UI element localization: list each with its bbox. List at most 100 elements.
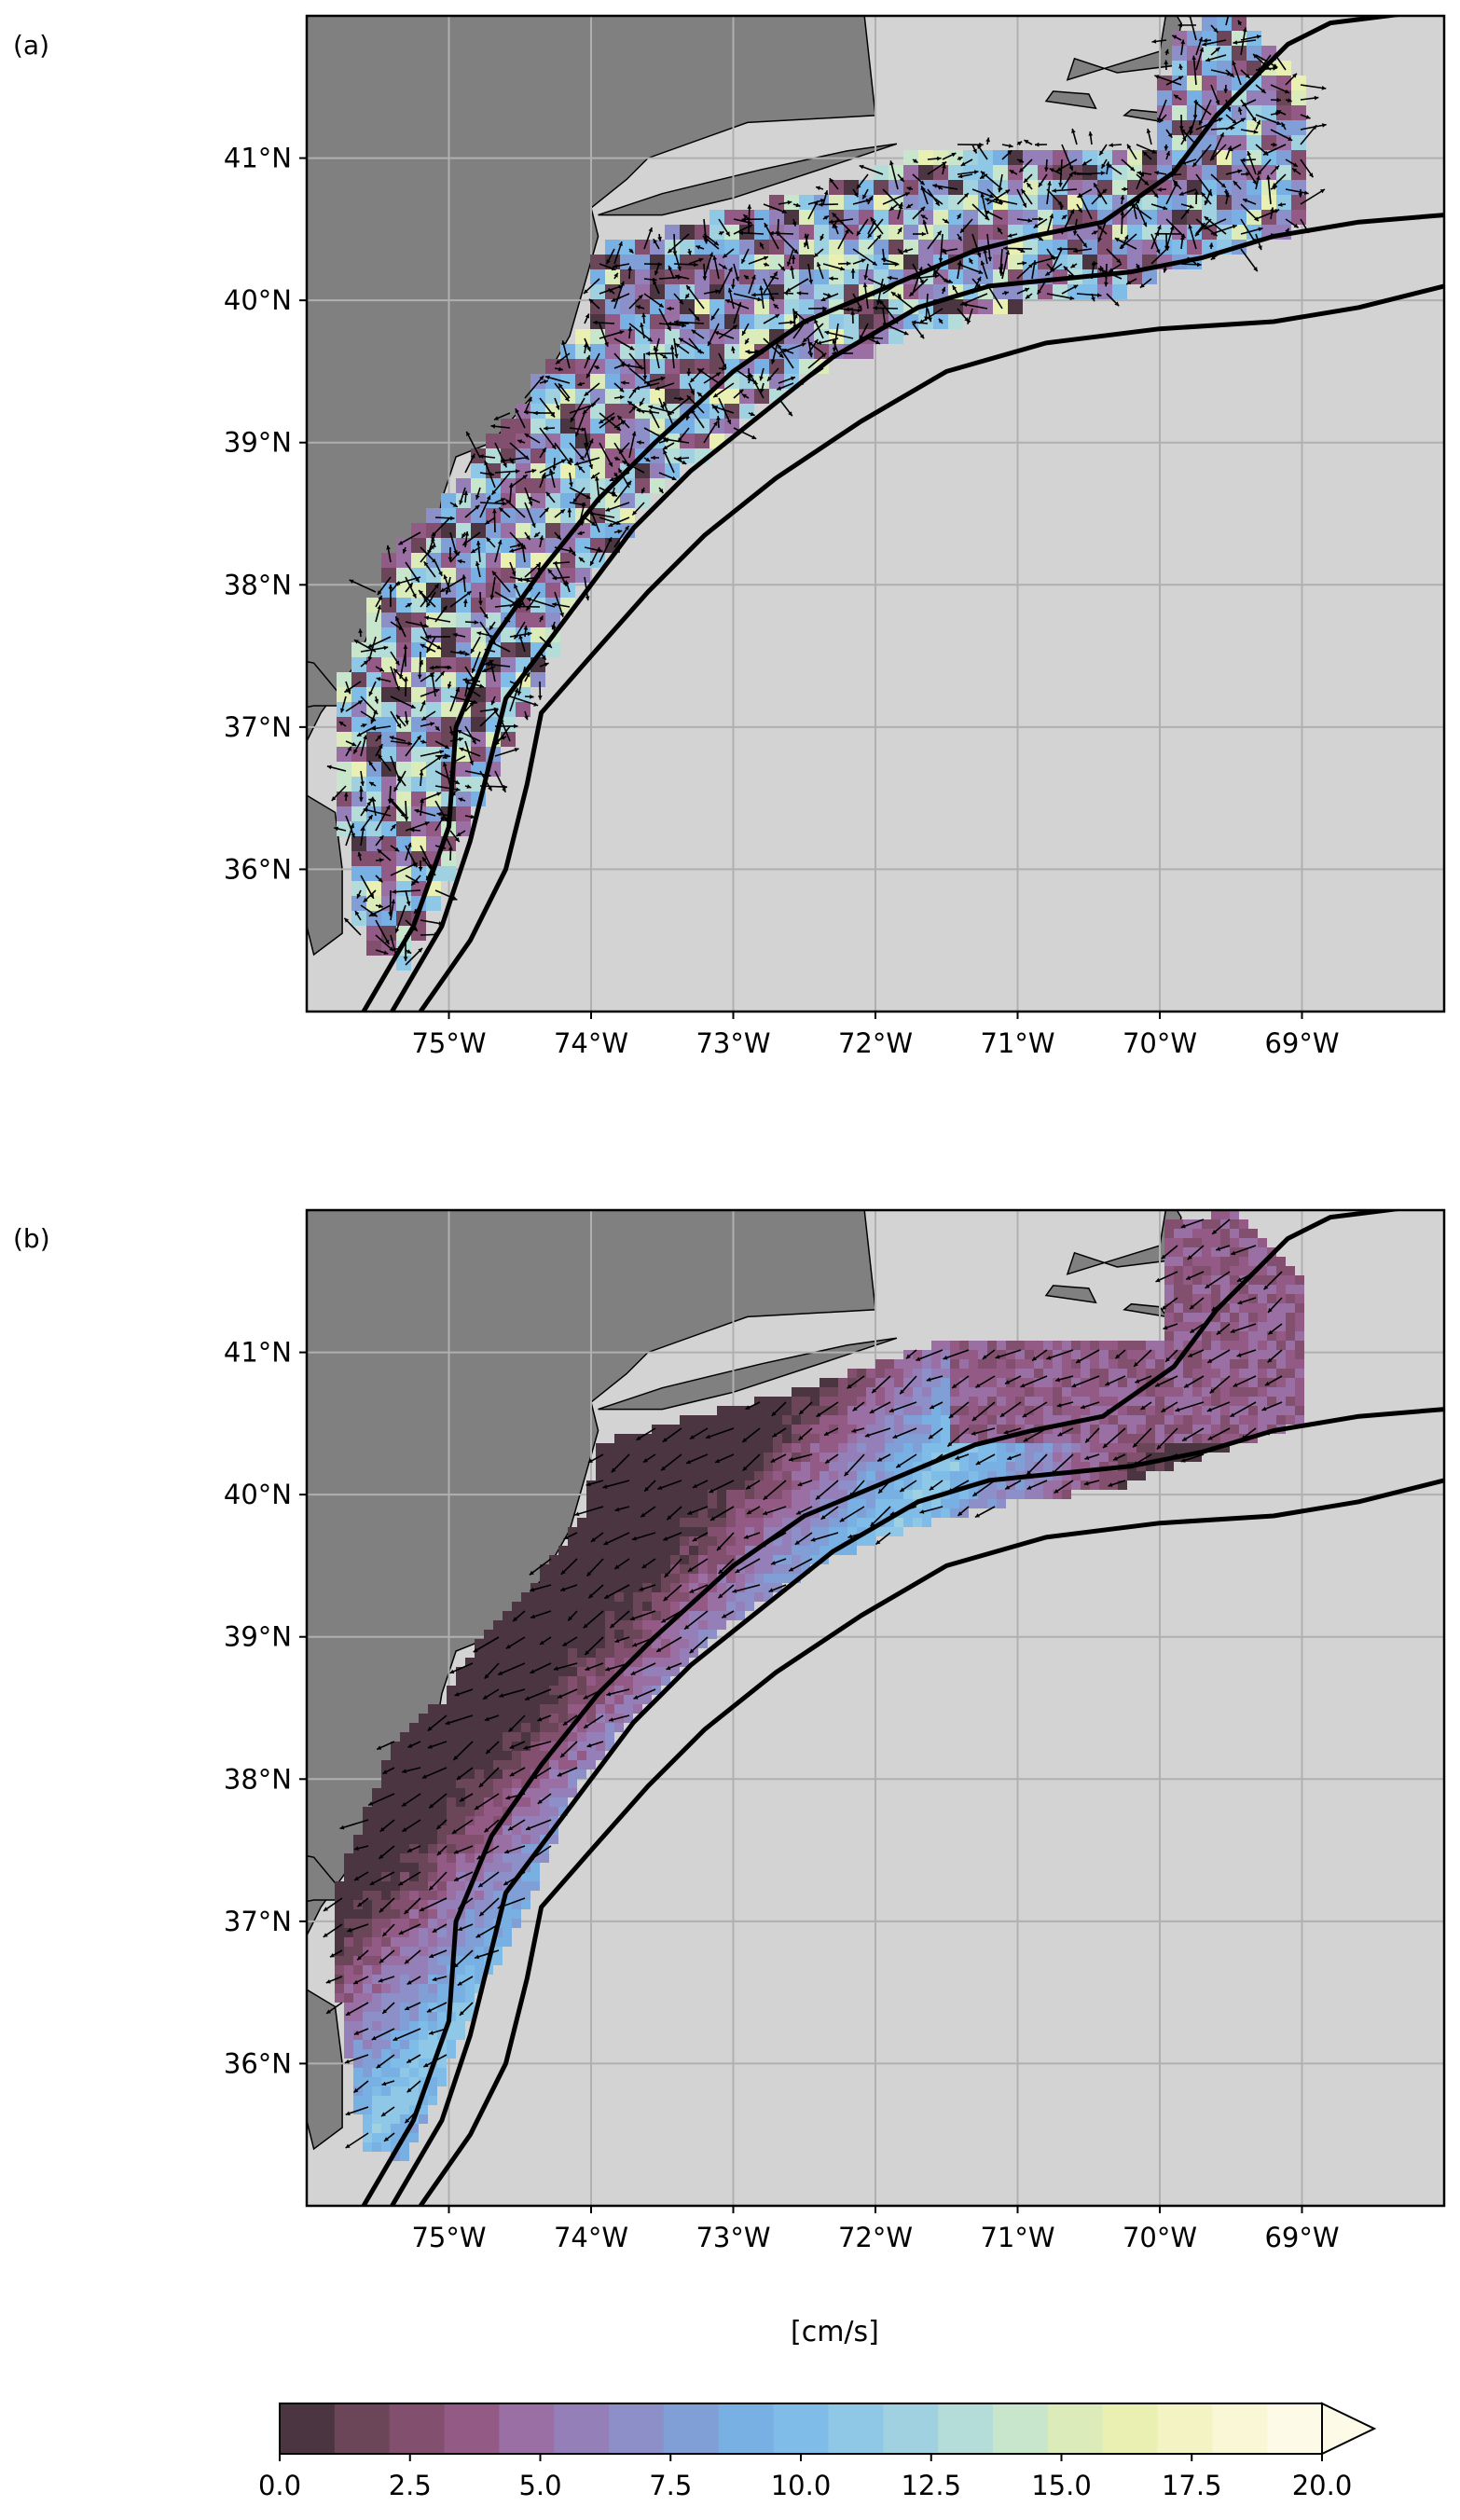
velocity-arrow [1046,293,1075,300]
velocity-arrow-head [1192,162,1197,167]
speed-cell [847,1499,857,1508]
speed-cell [1202,1257,1211,1266]
speed-cell [624,1518,633,1527]
speed-cell [670,1434,680,1443]
speed-cell [717,1425,726,1434]
speed-cell [717,1462,726,1471]
speed-cell [866,1453,875,1462]
speed-cell [670,1546,680,1555]
velocity-arrow-head [531,468,537,474]
speed-cell [1295,1369,1304,1378]
velocity-arrow-head [685,294,690,299]
velocity-arrow-head [872,261,877,266]
lon-tick-label: 75°W [411,1027,486,1059]
speed-cell [948,314,963,329]
speed-cell [987,1350,997,1359]
speed-cell [1211,1275,1220,1285]
speed-cell [586,1490,596,1499]
speed-cell [847,1397,857,1406]
lat-tick-label: 36°N [224,853,292,885]
speed-cell [810,1546,820,1555]
speed-cell [708,1480,717,1490]
speed-cell [530,1620,540,1630]
speed-cell [773,1564,782,1574]
speed-cell [605,1611,614,1620]
speed-cell [847,1518,857,1527]
velocity-arrow [662,449,675,474]
velocity-arrow-head [442,754,448,760]
velocity-arrow-head [1237,169,1243,174]
speed-cell [885,1369,894,1378]
velocity-arrow-head [394,581,400,586]
velocity-arrow-head [663,402,668,406]
speed-cell [1267,1266,1276,1275]
speed-cell [381,687,396,702]
velocity-arrow-head [412,593,417,599]
speed-cell [1127,225,1142,240]
speed-cell [381,747,396,762]
speed-cell [396,956,411,971]
speed-cell [1261,165,1276,180]
speed-cell [590,448,605,463]
speed-cell [351,792,366,806]
speed-cell [941,1499,950,1508]
velocity-arrow-head [690,390,695,395]
velocity-arrow [363,808,392,817]
speed-cell [1157,105,1172,120]
velocity-arrow [394,904,406,933]
speed-cell [670,1639,680,1648]
speed-cell [885,1480,894,1490]
velocity-arrow-head [417,735,421,740]
velocity-arrow [420,583,440,608]
speed-cell [838,1425,847,1434]
speed-cell [680,1443,689,1453]
speed-cell [1232,225,1247,240]
velocity-arrow-head [617,415,623,420]
speed-cell [456,1695,465,1704]
speed-cell [922,1508,931,1518]
speed-cell [1258,1397,1267,1406]
speed-cell [596,1518,605,1527]
speed-cell [1220,1415,1230,1425]
isobath-contour-3 [361,16,1407,1012]
velocity-arrow [494,602,524,608]
speed-cell [1220,1397,1230,1406]
velocity-arrow-head [938,257,943,263]
velocity-arrow-head [441,845,446,850]
speed-cell [1220,1331,1230,1341]
velocity-arrow [957,263,984,274]
speed-cell [1062,1369,1071,1378]
velocity-arrow-head [500,718,504,723]
land-cape-cod [1066,1210,1182,1275]
speed-cell [1248,1425,1258,1434]
speed-cell [512,1630,521,1639]
speed-cell [784,284,799,299]
velocity-arrow-head [1097,268,1103,272]
speed-cell [1202,1294,1211,1303]
speed-cell [549,1583,558,1592]
velocity-arrow-head [645,457,651,461]
speed-cell [1239,1303,1248,1313]
speed-cell [1164,1219,1174,1229]
velocity-arrow-head [1005,189,1011,194]
speed-cell [624,1630,633,1639]
velocity-arrow-head [972,148,977,154]
speed-cell [1008,284,1023,299]
speed-cell [1015,1453,1025,1462]
speed-cell [366,732,381,747]
speed-cell [922,1434,931,1443]
speed-cell [866,1397,875,1406]
speed-cell [545,478,560,493]
speed-cell [680,374,695,389]
speed-cell [605,1443,614,1453]
velocity-arrow-head [340,708,345,713]
speed-cell [875,1387,885,1397]
speed-cell [888,180,903,195]
speed-cell [670,1471,680,1480]
velocity-arrow [785,278,809,293]
speed-cell [866,1508,875,1518]
speed-cell [633,1555,642,1564]
velocity-arrow-head [406,949,412,954]
speed-cell [1183,1322,1192,1331]
speed-cell [1164,1415,1174,1425]
